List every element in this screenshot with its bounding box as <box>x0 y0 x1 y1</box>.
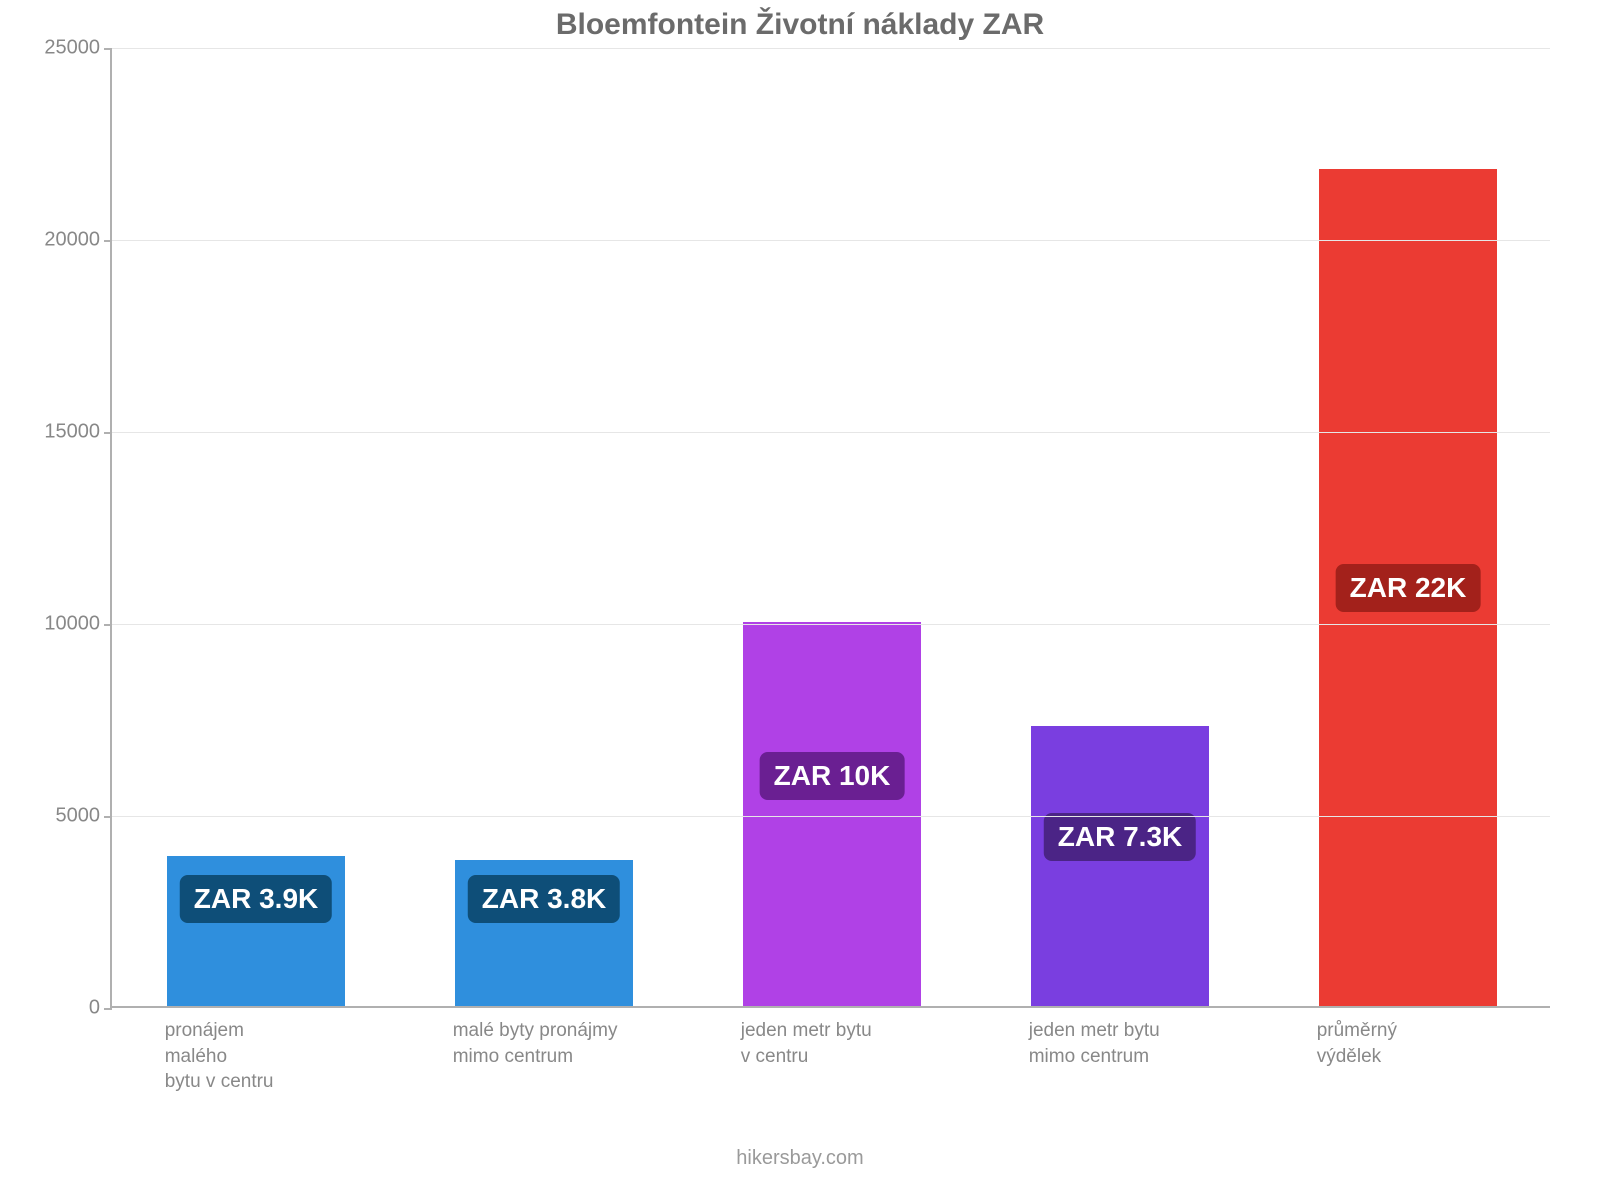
gridline <box>112 48 1550 49</box>
bar-value-badge: ZAR 3.9K <box>180 875 332 923</box>
bar-slot: ZAR 3.9K <box>112 48 400 1006</box>
x-category-label: jeden metr bytu mimo centrum <box>1029 1018 1268 1069</box>
x-category-label: průměrný výdělek <box>1317 1018 1556 1069</box>
x-category-label: malé byty pronájmy mimo centrum <box>453 1018 692 1069</box>
y-tick-label: 15000 <box>44 421 112 444</box>
bar-slot: ZAR 3.8K <box>400 48 688 1006</box>
chart-title: Bloemfontein Životní náklady ZAR <box>0 8 1600 42</box>
bar-slot: ZAR 10K <box>688 48 976 1006</box>
x-category-label: jeden metr bytu v centru <box>741 1018 980 1069</box>
gridline <box>112 240 1550 241</box>
y-tick-label: 0 <box>89 997 112 1020</box>
attribution: hikersbay.com <box>0 1147 1600 1170</box>
bar <box>1031 726 1210 1006</box>
x-category-label: pronájem malého bytu v centru <box>165 1018 404 1095</box>
y-tick-label: 10000 <box>44 613 112 636</box>
bars-container: ZAR 3.9K ZAR 3.8K ZAR 10K ZAR 7.3K ZAR 22K <box>112 48 1550 1006</box>
bar-slot: ZAR 7.3K <box>976 48 1264 1006</box>
cost-of-living-chart: Bloemfontein Životní náklady ZAR ZAR 3.9… <box>0 0 1600 1200</box>
y-tick-label: 20000 <box>44 229 112 252</box>
plot-area: ZAR 3.9KZAR 3.8KZAR 10KZAR 7.3KZAR 22K 0… <box>110 48 1550 1008</box>
y-tick-label: 5000 <box>56 805 113 828</box>
bar <box>743 622 922 1006</box>
bar-slot: ZAR 22K <box>1264 48 1552 1006</box>
y-tick-label: 25000 <box>44 37 112 60</box>
gridline <box>112 432 1550 433</box>
bar-value-badge: ZAR 3.8K <box>468 875 620 923</box>
gridline <box>112 624 1550 625</box>
bar-value-badge: ZAR 7.3K <box>1044 813 1196 861</box>
bar-value-badge: ZAR 22K <box>1336 564 1481 612</box>
bar-value-badge: ZAR 10K <box>760 752 905 800</box>
gridline <box>112 816 1550 817</box>
